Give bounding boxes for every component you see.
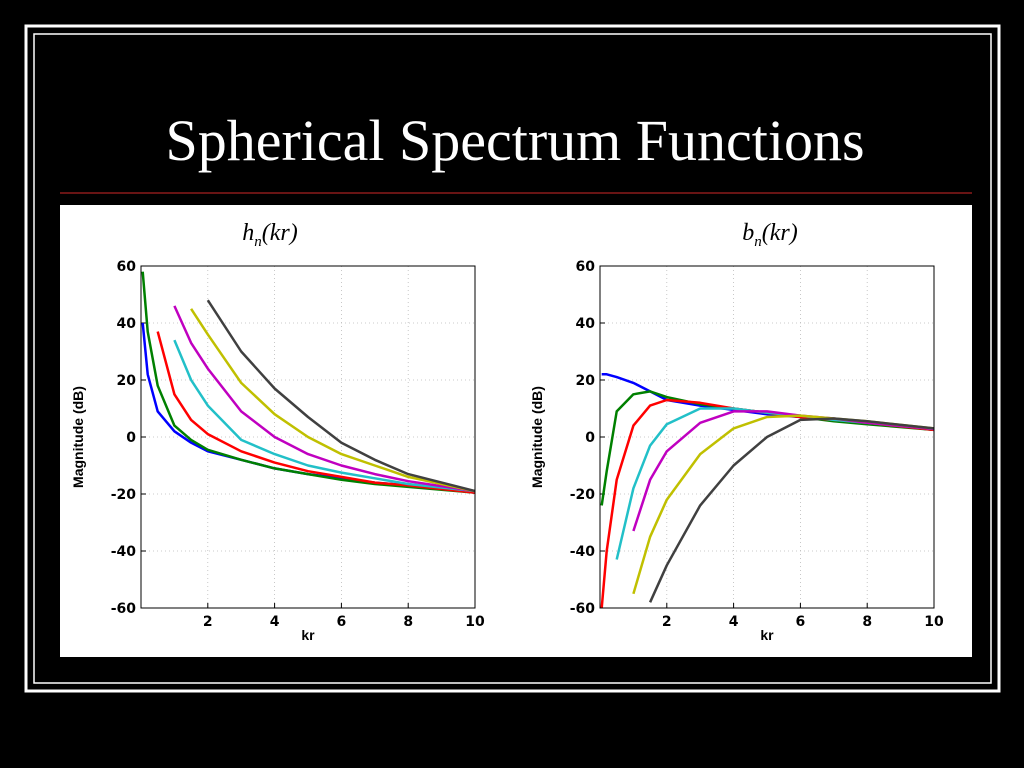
y-tick-label: 60 [117, 259, 137, 275]
y-axis-label: Magnitude (dB) [70, 386, 86, 488]
series-line [173, 339, 475, 493]
series-line [206, 299, 475, 493]
title-sub: n [254, 234, 262, 250]
y-tick-label: -20 [570, 487, 596, 503]
y-tick-label: -60 [111, 601, 137, 617]
slide-title: Spherical Spectrum Functions [165, 108, 864, 173]
y-tick-label: 20 [117, 373, 137, 389]
y-tick-label: 40 [576, 316, 596, 332]
series-line [648, 417, 934, 603]
y-tick-label: -40 [570, 544, 596, 560]
y-tick-label: -60 [570, 601, 596, 617]
series-line [141, 271, 475, 494]
series-line [156, 331, 475, 494]
x-tick-label: 8 [862, 614, 872, 630]
x-tick-label: 8 [403, 614, 413, 630]
x-tick-label: 10 [465, 614, 485, 630]
y-tick-label: 40 [117, 316, 137, 332]
x-tick-label: 4 [270, 614, 280, 630]
title-arg: (kr) [262, 220, 298, 246]
title-arg: (kr) [762, 220, 798, 246]
inner-border [33, 33, 992, 684]
y-tick-label: 0 [126, 430, 136, 446]
series-line [190, 308, 475, 493]
x-tick-label: 2 [662, 614, 672, 630]
x-tick-label: 6 [337, 614, 347, 630]
title-sub: n [754, 234, 762, 250]
y-tick-label: -40 [111, 544, 137, 560]
y-tick-label: -20 [111, 487, 137, 503]
plot-title: bn(kr) [742, 220, 797, 250]
title-base: b [742, 220, 754, 246]
x-axis-label: kr [760, 627, 774, 643]
series-line [600, 390, 934, 506]
series-line [173, 305, 475, 493]
title-base: h [242, 220, 254, 246]
outer-border [24, 24, 1001, 693]
x-axis-label: kr [301, 627, 315, 643]
x-tick-label: 6 [796, 614, 806, 630]
y-tick-label: 20 [576, 373, 596, 389]
plot-frame [599, 265, 935, 609]
y-tick-label: 60 [576, 259, 596, 275]
y-axis-label: Magnitude (dB) [529, 386, 545, 488]
y-tick-label: 0 [585, 430, 595, 446]
plot-title: hn(kr) [242, 220, 297, 250]
x-tick-label: 10 [924, 614, 944, 630]
plot-frame [140, 265, 476, 609]
x-tick-label: 4 [729, 614, 739, 630]
figure-panel [60, 205, 972, 657]
x-tick-label: 2 [203, 614, 213, 630]
